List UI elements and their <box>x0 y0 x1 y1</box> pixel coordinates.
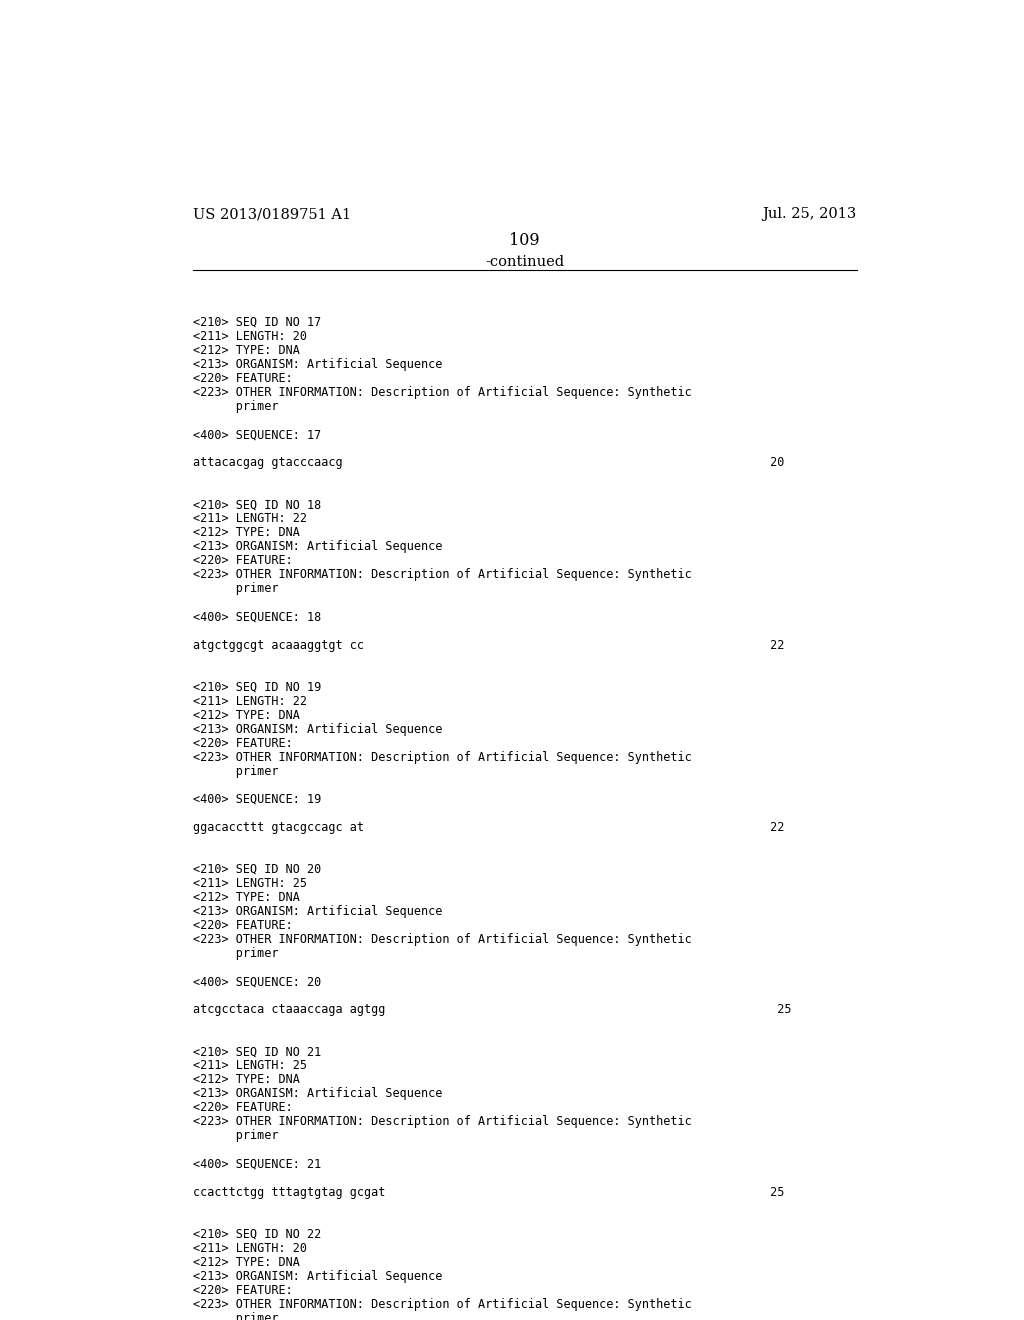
Text: primer: primer <box>194 764 279 777</box>
Text: <400> SEQUENCE: 19: <400> SEQUENCE: 19 <box>194 793 322 805</box>
Text: <220> FEATURE:: <220> FEATURE: <box>194 1284 293 1296</box>
Text: primer: primer <box>194 1130 279 1143</box>
Text: Jul. 25, 2013: Jul. 25, 2013 <box>762 207 856 222</box>
Text: atcgcctaca ctaaaccaga agtgg                                                     : atcgcctaca ctaaaccaga agtgg <box>194 1003 792 1016</box>
Text: attacacgag gtacccaacg                                                           : attacacgag gtacccaacg <box>194 457 784 469</box>
Text: <213> ORGANISM: Artificial Sequence: <213> ORGANISM: Artificial Sequence <box>194 1088 442 1101</box>
Text: primer: primer <box>194 948 279 960</box>
Text: <223> OTHER INFORMATION: Description of Artificial Sequence: Synthetic: <223> OTHER INFORMATION: Description of … <box>194 1115 692 1129</box>
Text: <212> TYPE: DNA: <212> TYPE: DNA <box>194 1073 300 1086</box>
Text: <210> SEQ ID NO 22: <210> SEQ ID NO 22 <box>194 1228 322 1241</box>
Text: <223> OTHER INFORMATION: Description of Artificial Sequence: Synthetic: <223> OTHER INFORMATION: Description of … <box>194 569 692 581</box>
Text: <223> OTHER INFORMATION: Description of Artificial Sequence: Synthetic: <223> OTHER INFORMATION: Description of … <box>194 751 692 764</box>
Text: <210> SEQ ID NO 20: <210> SEQ ID NO 20 <box>194 863 322 876</box>
Text: -continued: -continued <box>485 255 564 269</box>
Text: primer: primer <box>194 400 279 413</box>
Text: <210> SEQ ID NO 19: <210> SEQ ID NO 19 <box>194 681 322 693</box>
Text: <213> ORGANISM: Artificial Sequence: <213> ORGANISM: Artificial Sequence <box>194 723 442 735</box>
Text: <400> SEQUENCE: 18: <400> SEQUENCE: 18 <box>194 610 322 623</box>
Text: <223> OTHER INFORMATION: Description of Artificial Sequence: Synthetic: <223> OTHER INFORMATION: Description of … <box>194 1298 692 1311</box>
Text: <212> TYPE: DNA: <212> TYPE: DNA <box>194 527 300 540</box>
Text: <213> ORGANISM: Artificial Sequence: <213> ORGANISM: Artificial Sequence <box>194 1270 442 1283</box>
Text: <220> FEATURE:: <220> FEATURE: <box>194 1101 293 1114</box>
Text: ccacttctgg tttagtgtag gcgat                                                     : ccacttctgg tttagtgtag gcgat <box>194 1185 784 1199</box>
Text: <220> FEATURE:: <220> FEATURE: <box>194 919 293 932</box>
Text: <223> OTHER INFORMATION: Description of Artificial Sequence: Synthetic: <223> OTHER INFORMATION: Description of … <box>194 385 692 399</box>
Text: <212> TYPE: DNA: <212> TYPE: DNA <box>194 345 300 356</box>
Text: <213> ORGANISM: Artificial Sequence: <213> ORGANISM: Artificial Sequence <box>194 906 442 917</box>
Text: <210> SEQ ID NO 18: <210> SEQ ID NO 18 <box>194 498 322 511</box>
Text: <220> FEATURE:: <220> FEATURE: <box>194 372 293 385</box>
Text: <400> SEQUENCE: 17: <400> SEQUENCE: 17 <box>194 428 322 441</box>
Text: <210> SEQ ID NO 17: <210> SEQ ID NO 17 <box>194 315 322 329</box>
Text: 109: 109 <box>510 231 540 248</box>
Text: <212> TYPE: DNA: <212> TYPE: DNA <box>194 709 300 722</box>
Text: <211> LENGTH: 20: <211> LENGTH: 20 <box>194 1242 307 1255</box>
Text: <400> SEQUENCE: 20: <400> SEQUENCE: 20 <box>194 975 322 989</box>
Text: ggacaccttt gtacgccagc at                                                        : ggacaccttt gtacgccagc at <box>194 821 784 834</box>
Text: <220> FEATURE:: <220> FEATURE: <box>194 737 293 750</box>
Text: <220> FEATURE:: <220> FEATURE: <box>194 554 293 568</box>
Text: <211> LENGTH: 25: <211> LENGTH: 25 <box>194 876 307 890</box>
Text: US 2013/0189751 A1: US 2013/0189751 A1 <box>194 207 351 222</box>
Text: <212> TYPE: DNA: <212> TYPE: DNA <box>194 1255 300 1269</box>
Text: <400> SEQUENCE: 21: <400> SEQUENCE: 21 <box>194 1158 322 1171</box>
Text: <211> LENGTH: 22: <211> LENGTH: 22 <box>194 512 307 525</box>
Text: <212> TYPE: DNA: <212> TYPE: DNA <box>194 891 300 904</box>
Text: <223> OTHER INFORMATION: Description of Artificial Sequence: Synthetic: <223> OTHER INFORMATION: Description of … <box>194 933 692 946</box>
Text: primer: primer <box>194 582 279 595</box>
Text: <213> ORGANISM: Artificial Sequence: <213> ORGANISM: Artificial Sequence <box>194 358 442 371</box>
Text: <213> ORGANISM: Artificial Sequence: <213> ORGANISM: Artificial Sequence <box>194 540 442 553</box>
Text: <211> LENGTH: 25: <211> LENGTH: 25 <box>194 1060 307 1072</box>
Text: primer: primer <box>194 1312 279 1320</box>
Text: <211> LENGTH: 20: <211> LENGTH: 20 <box>194 330 307 343</box>
Text: <210> SEQ ID NO 21: <210> SEQ ID NO 21 <box>194 1045 322 1059</box>
Text: <211> LENGTH: 22: <211> LENGTH: 22 <box>194 694 307 708</box>
Text: atgctggcgt acaaaggtgt cc                                                        : atgctggcgt acaaaggtgt cc <box>194 639 784 652</box>
